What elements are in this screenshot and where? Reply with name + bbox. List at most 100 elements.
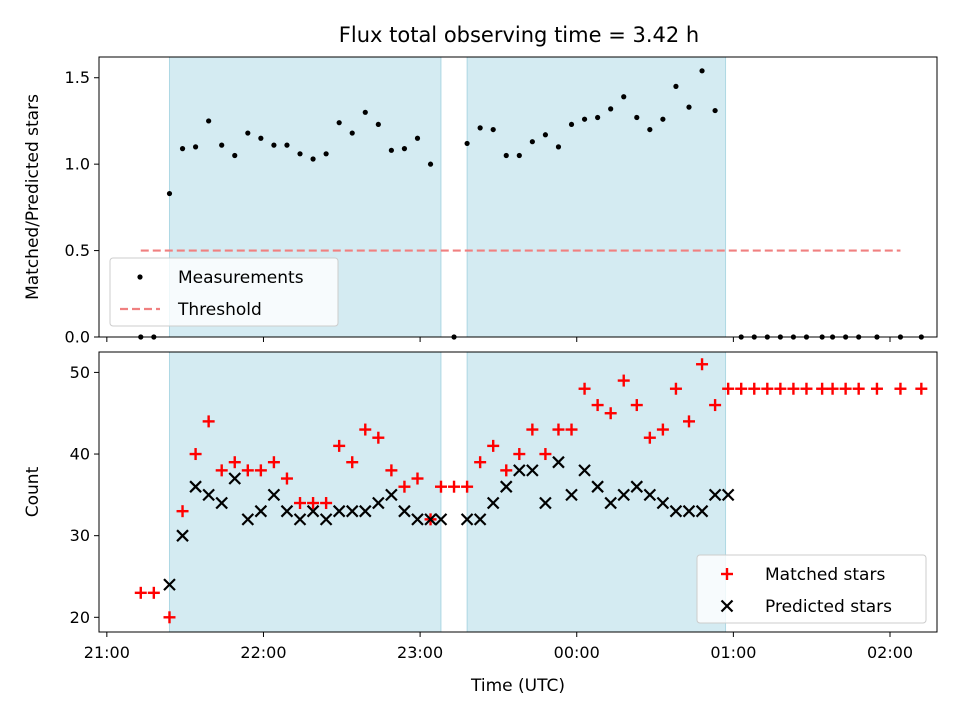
top-point-0-32 — [568, 121, 575, 128]
bottom-legend-swatch-0 — [721, 568, 733, 580]
bottom-point-0-33 — [565, 423, 578, 436]
bottom-point-0-44 — [709, 399, 722, 412]
bottom-point-1-31 — [578, 464, 591, 477]
bottom-point-1-35 — [630, 480, 644, 493]
bottom-point-0-35 — [591, 399, 604, 412]
top-point-0-20 — [401, 146, 408, 152]
bottom-point-1-13 — [332, 504, 346, 518]
top-legend: Measurements Threshold — [109, 257, 339, 327]
bottom-point-1-25 — [499, 480, 513, 493]
bottom-point-0-23 — [434, 480, 447, 493]
bottom-point-0-27 — [487, 439, 500, 452]
top-point-0-41 — [686, 104, 692, 110]
bottom-point-0-53 — [826, 382, 839, 395]
top-point-0-38 — [647, 126, 653, 133]
top-point-0-42 — [699, 68, 705, 74]
top-legend-box — [109, 257, 339, 327]
top-y-axis-label: Matched/Predicted stars — [23, 94, 43, 300]
bottom-point-0-29 — [513, 448, 526, 461]
bottom-point-1-39 — [682, 504, 696, 518]
bottom-point-1-7 — [254, 504, 268, 518]
top-point-0-26 — [490, 126, 496, 133]
bottom-point-1-2 — [189, 480, 202, 493]
bottom-point-1-27 — [526, 464, 539, 477]
bottom-point-0-49 — [774, 382, 787, 395]
bottom-point-1-4 — [215, 496, 228, 510]
bottom-point-1-3 — [202, 488, 215, 502]
bottom-observing-band-1 — [466, 351, 727, 633]
bottom-point-0-39 — [643, 431, 656, 444]
top-point-0-14 — [323, 151, 329, 157]
bottom-point-0-12 — [294, 497, 307, 510]
bottom-point-1-38 — [669, 504, 683, 518]
top-point-0-29 — [529, 139, 535, 145]
bottom-point-1-30 — [565, 488, 578, 502]
bottom-point-0-31 — [539, 448, 552, 461]
bottom-legend-box — [696, 554, 927, 624]
top-point-0-35 — [608, 106, 614, 112]
top-observing-band-1 — [466, 56, 727, 338]
top-point-0-37 — [634, 114, 640, 121]
top-series-0 — [138, 68, 924, 340]
bottom-point-1-28 — [539, 496, 552, 510]
bottom-point-0-18 — [372, 431, 385, 444]
top-point-0-13 — [310, 156, 316, 162]
bottom-point-0-54 — [839, 382, 852, 395]
bottom-point-1-29 — [552, 455, 565, 469]
top-point-0-28 — [516, 152, 522, 159]
top-point-0-12 — [297, 151, 303, 157]
top-point-0-4 — [192, 144, 199, 150]
bottom-point-1-12 — [319, 513, 333, 526]
top-point-0-9 — [258, 135, 264, 141]
top-point-0-43 — [712, 107, 718, 114]
bottom-legend-label-1: Predicted stars — [765, 597, 892, 617]
bottom-point-1-15 — [359, 504, 372, 518]
bottom-y-tick-label-1: 30 — [70, 526, 90, 545]
top-point-0-33 — [581, 116, 588, 122]
bottom-point-0-26 — [474, 456, 487, 469]
bottom-point-0-58 — [915, 382, 928, 395]
bottom-point-0-41 — [669, 382, 682, 395]
bottom-y-tick-label-3: 50 — [70, 363, 90, 382]
bottom-point-1-24 — [486, 496, 500, 510]
bottom-point-0-57 — [894, 382, 907, 395]
bottom-plot-frame — [98, 351, 938, 633]
bottom-point-1-18 — [398, 504, 411, 518]
bottom-point-0-14 — [320, 497, 333, 510]
bottom-point-1-20 — [424, 513, 437, 526]
bottom-panel: 20 30 40 50 21:00 22:00 23:00 00:00 01:00 02:00 C… — [23, 351, 938, 696]
x-tick-label-5: 02:00 — [867, 643, 913, 662]
bottom-point-0-3 — [176, 505, 189, 518]
top-point-0-19 — [388, 147, 394, 153]
bottom-point-0-48 — [761, 382, 774, 395]
bottom-point-1-22 — [460, 513, 474, 526]
bottom-point-0-24 — [448, 480, 461, 493]
top-point-0-18 — [375, 121, 381, 128]
top-legend-label-0: Measurements — [178, 268, 304, 288]
top-point-0-27 — [503, 152, 509, 159]
bottom-legend-label-0: Matched stars — [765, 565, 885, 585]
bottom-point-1-36 — [643, 488, 657, 502]
bottom-point-1-42 — [721, 488, 735, 502]
bottom-point-1-34 — [617, 488, 631, 502]
top-point-0-6 — [219, 142, 225, 148]
bottom-point-0-5 — [202, 415, 215, 428]
bottom-point-0-10 — [267, 456, 280, 469]
bottom-point-0-47 — [748, 382, 761, 395]
bottom-point-0-46 — [735, 382, 748, 395]
bottom-point-1-6 — [241, 513, 255, 526]
bottom-point-1-14 — [345, 504, 359, 518]
top-point-0-30 — [542, 132, 549, 138]
bottom-point-0-11 — [280, 472, 293, 485]
x-tick-label-3: 00:00 — [554, 643, 600, 662]
bottom-point-0-55 — [852, 382, 865, 395]
top-point-0-21 — [414, 135, 421, 141]
bottom-point-1-5 — [228, 472, 242, 485]
bottom-y-axis-label: Count — [23, 466, 43, 517]
top-point-0-15 — [336, 120, 342, 126]
top-point-0-40 — [673, 83, 679, 89]
bottom-point-0-20 — [398, 480, 411, 493]
bottom-point-0-21 — [411, 472, 424, 485]
bottom-point-0-25 — [461, 480, 474, 493]
